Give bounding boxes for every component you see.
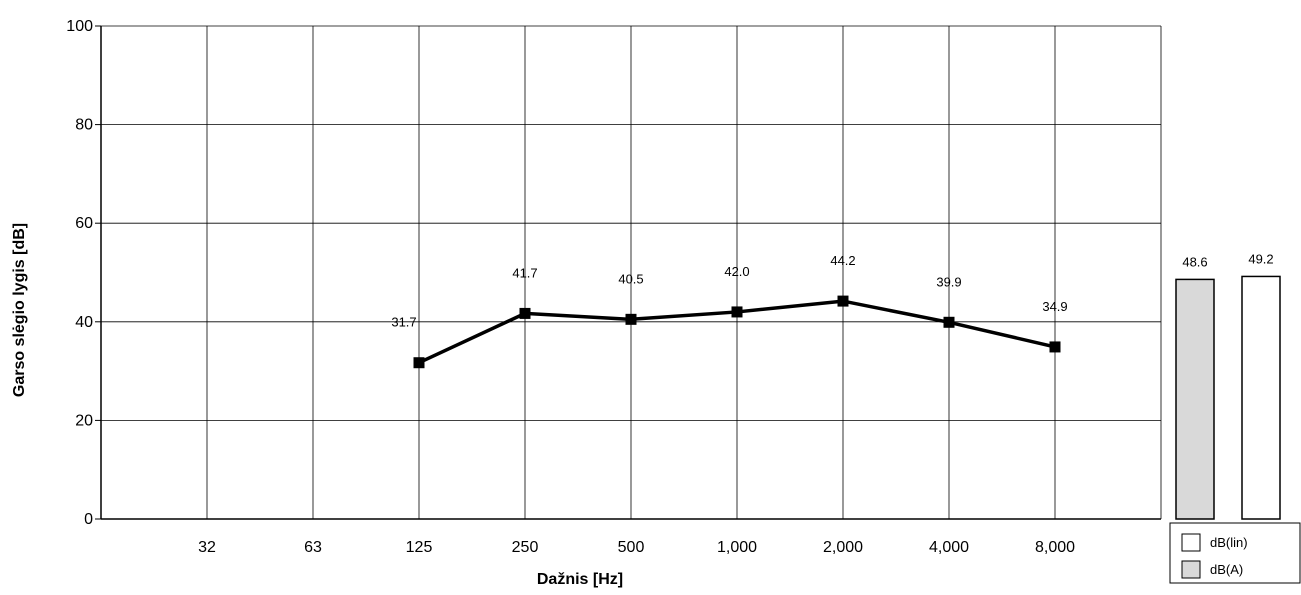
total-bar-label: 48.6	[1182, 254, 1207, 269]
legend-swatch	[1181, 560, 1201, 579]
x-tick-label: 63	[304, 539, 322, 556]
grid-lines	[101, 25, 1162, 520]
data-label: 31.7	[391, 315, 416, 330]
data-point-marker	[1049, 341, 1061, 353]
data-label: 34.9	[1042, 299, 1067, 314]
x-tick-label: 32	[198, 539, 216, 556]
data-label: 42.0	[724, 264, 749, 279]
legend: dB(lin) dB(A)	[1169, 522, 1301, 584]
x-tick-labels: 32 63 125 250 500 1,000 2,000 4,000 8,000	[198, 539, 1075, 556]
total-bar	[1241, 275, 1281, 520]
y-axis-title: Garso slėgio lygis [dB]	[11, 223, 28, 397]
data-point-marker	[413, 357, 425, 369]
data-label: 41.7	[512, 265, 537, 280]
total-bar-label: 49.2	[1248, 251, 1273, 266]
data-point-marker	[837, 295, 849, 307]
x-tick-label: 1,000	[717, 539, 757, 556]
axes	[95, 25, 1161, 520]
y-tick-label: 40	[75, 314, 93, 331]
y-tick-label: 20	[75, 412, 93, 429]
legend-label: dB(lin)	[1210, 535, 1248, 550]
data-label: 39.9	[936, 274, 961, 289]
y-tick-labels: 0 20 40 60 80 100	[66, 18, 93, 528]
data-point-marker	[625, 313, 637, 325]
y-tick-label: 100	[66, 18, 93, 35]
series-group: 31.7 41.7 40.5 42.0 44.2 39.9 34.9	[391, 253, 1068, 369]
data-point-marker	[519, 307, 531, 319]
legend-swatch	[1181, 533, 1201, 552]
totals-bars: 48.6 49.2	[1175, 251, 1281, 520]
data-point-marker	[731, 306, 743, 318]
x-axis-title: Dažnis [Hz]	[537, 571, 623, 588]
y-tick-label: 0	[84, 511, 93, 528]
legend-label: dB(A)	[1210, 562, 1243, 577]
data-label: 40.5	[618, 271, 643, 286]
y-tick-label: 60	[75, 215, 93, 232]
x-tick-label: 500	[618, 539, 645, 556]
total-bar	[1175, 278, 1215, 520]
data-label: 44.2	[830, 253, 855, 268]
x-tick-label: 125	[406, 539, 433, 556]
x-tick-label: 4,000	[929, 539, 969, 556]
x-tick-label: 250	[512, 539, 539, 556]
data-point-marker	[943, 316, 955, 328]
x-tick-label: 2,000	[823, 539, 863, 556]
y-tick-label: 80	[75, 117, 93, 134]
x-tick-label: 8,000	[1035, 539, 1075, 556]
